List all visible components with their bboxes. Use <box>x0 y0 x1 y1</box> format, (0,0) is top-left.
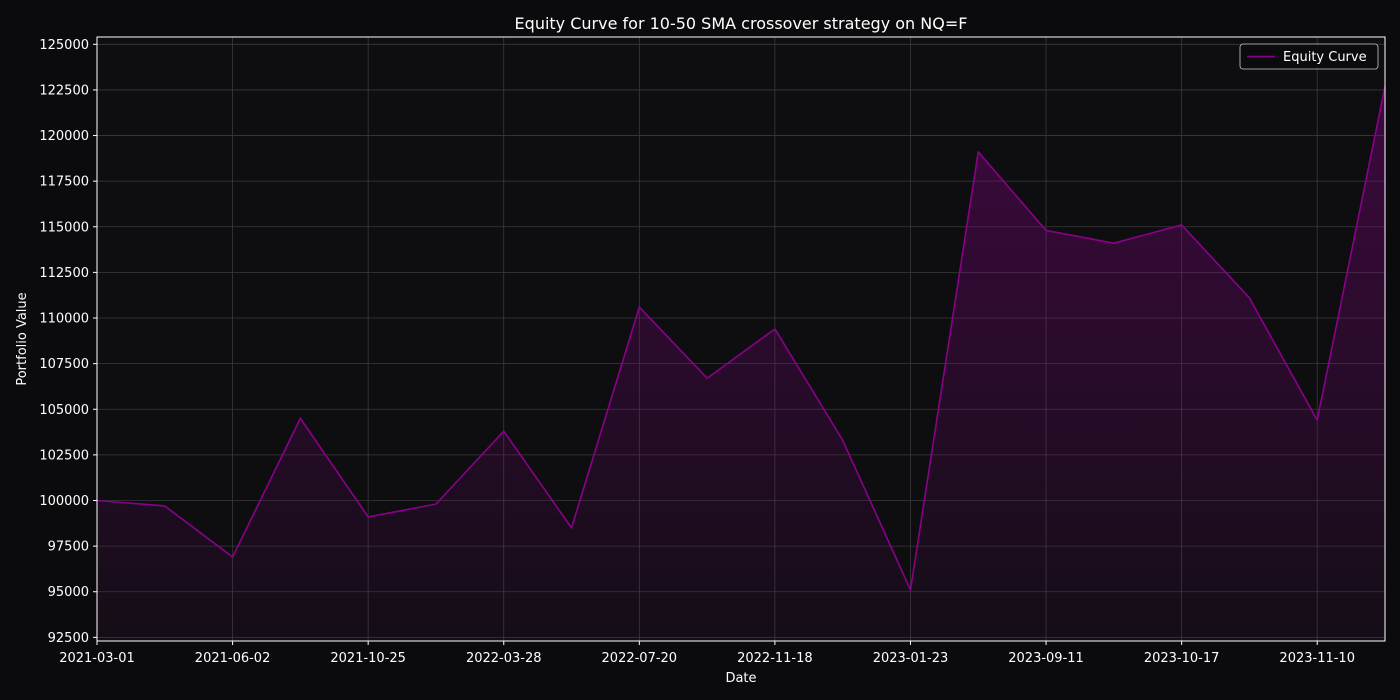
y-tick-label: 97500 <box>48 540 89 555</box>
x-tick-label: 2023-01-23 <box>873 651 949 666</box>
y-tick-label: 125000 <box>39 38 89 53</box>
plot-frame <box>96 36 1386 642</box>
legend-label: Equity Curve <box>1283 50 1367 65</box>
y-tick-label: 95000 <box>48 585 89 600</box>
x-tick-label: 2022-11-18 <box>737 651 813 666</box>
y-tick-label: 102500 <box>39 448 89 463</box>
y-tick-label: 117500 <box>39 175 89 190</box>
x-tick-label: 2023-11-10 <box>1279 651 1355 666</box>
x-axis-ticks: 2021-03-01 2021-06-02 2021-10-25 2022-03-28… <box>59 641 1355 666</box>
legend: Equity Curve <box>1239 43 1379 70</box>
y-tick-label: 122500 <box>39 83 89 98</box>
y-axis-label: Portfolio Value <box>15 292 30 385</box>
x-axis-label: Date <box>725 671 756 686</box>
x-tick-label: 2021-03-01 <box>59 651 135 666</box>
x-tick-label: 2023-09-11 <box>1008 651 1084 666</box>
equity-area-fill <box>97 86 1385 641</box>
y-tick-label: 112500 <box>39 266 89 281</box>
x-tick-label: 2022-07-20 <box>602 651 678 666</box>
x-tick-label: 2021-06-02 <box>195 651 271 666</box>
equity-curve-line <box>96 86 1386 591</box>
x-tick-label: 2022-03-28 <box>466 651 542 666</box>
y-tick-label: 92500 <box>48 631 89 646</box>
legend-box <box>1239 43 1379 70</box>
y-tick-label: 110000 <box>39 312 89 327</box>
y-tick-label: 107500 <box>39 357 89 372</box>
y-tick-label: 100000 <box>39 494 89 509</box>
y-tick-label: 120000 <box>39 129 89 144</box>
x-tick-label: 2021-10-25 <box>330 651 406 666</box>
x-tick-label: 2023-10-17 <box>1144 651 1220 666</box>
chart-title: Equity Curve for 10-50 SMA crossover str… <box>515 14 968 33</box>
y-axis-ticks: 92500 95000 97500 100000 102500 105000 107500 1… <box>39 38 97 646</box>
y-tick-label: 105000 <box>39 403 89 418</box>
y-tick-label: 115000 <box>39 220 89 235</box>
